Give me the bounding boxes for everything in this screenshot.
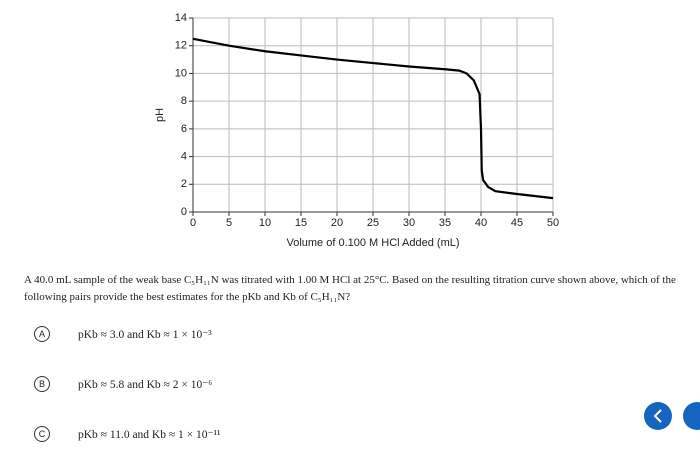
y-tick-label: 10 (175, 67, 187, 79)
x-tick-label: 30 (403, 217, 415, 229)
x-tick-label: 0 (190, 217, 196, 229)
x-tick-label: 15 (295, 217, 307, 229)
y-tick-label: 6 (181, 123, 187, 135)
x-tick-label: 35 (439, 217, 451, 229)
nav-buttons (644, 402, 700, 430)
option-text: pKb ≈ 5.8 and Kb ≈ 2 × 10⁻⁶ (78, 379, 213, 391)
option-letter: C (34, 426, 50, 442)
x-tick-label: 10 (259, 217, 271, 229)
x-tick-label: 50 (547, 217, 559, 229)
prev-button[interactable] (644, 402, 672, 430)
data-line (192, 37, 554, 200)
question-text: A 40.0 mL sample of the weak base C₅H₁₁N… (24, 274, 676, 303)
x-tick-label: 45 (511, 217, 523, 229)
option-letter: B (34, 376, 50, 392)
y-tick-label: 8 (181, 95, 187, 107)
y-tick-label: 0 (181, 206, 187, 218)
x-tick-label: 40 (475, 217, 487, 229)
x-tick-label: 5 (226, 217, 232, 229)
chart: pH Volume of 0.100 M HCl Added (mL) 0 2 4 6… (154, 12, 559, 249)
option-text: pKb ≈ 11.0 and Kb ≈ 1 × 10⁻¹¹ (78, 429, 221, 441)
next-button[interactable] (683, 402, 700, 430)
y-axis-label: pH (154, 108, 166, 122)
x-axis-label: Volume of 0.100 M HCl Added (mL) (286, 237, 459, 249)
option-letter: A (34, 326, 50, 342)
x-tick-label: 20 (331, 217, 343, 229)
y-tick-label: 14 (175, 12, 187, 24)
y-tick-label: 2 (181, 178, 187, 190)
x-tick-label: 25 (367, 217, 379, 229)
y-tick-label: 4 (181, 150, 187, 162)
option-text: pKb ≈ 3.0 and Kb ≈ 1 × 10⁻³ (78, 329, 212, 341)
y-tick-label: 12 (175, 40, 187, 52)
